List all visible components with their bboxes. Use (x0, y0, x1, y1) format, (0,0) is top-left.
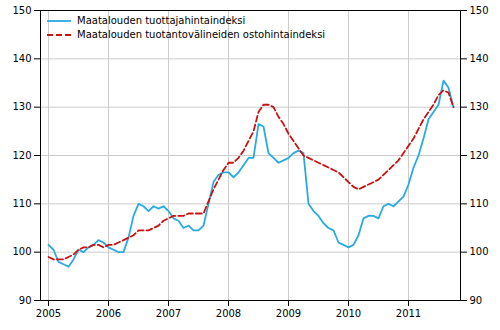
svg-text:150: 150 (12, 5, 31, 16)
svg-text:90: 90 (470, 295, 483, 306)
svg-text:2011: 2011 (396, 308, 421, 319)
svg-text:140: 140 (12, 53, 31, 64)
svg-text:130: 130 (12, 101, 31, 112)
html-text:Maatalouden tuotantovälineiden: Maatalouden tuotantovälineiden ostohinta… (77, 29, 326, 40)
svg-text:120: 120 (470, 150, 489, 161)
html-text:Maatalouden tuottajahintaindek: Maatalouden tuottajahintaindeksi (77, 15, 246, 26)
svg-text:110: 110 (470, 198, 489, 209)
svg-text:120: 120 (12, 150, 31, 161)
svg-text:2007: 2007 (156, 308, 181, 319)
svg-text:2005: 2005 (36, 308, 61, 319)
svg-text:2008: 2008 (216, 308, 241, 319)
svg-text:100: 100 (470, 246, 489, 257)
svg-text:140: 140 (470, 53, 489, 64)
svg-text:130: 130 (470, 101, 489, 112)
svg-text:2009: 2009 (276, 308, 301, 319)
svg-text:100: 100 (12, 246, 31, 257)
svg-text:110: 110 (12, 198, 31, 209)
svg-text:2010: 2010 (336, 308, 361, 319)
svg-text:150: 150 (470, 5, 489, 16)
svg-text:90: 90 (19, 295, 32, 306)
svg-text:2006: 2006 (96, 308, 121, 319)
